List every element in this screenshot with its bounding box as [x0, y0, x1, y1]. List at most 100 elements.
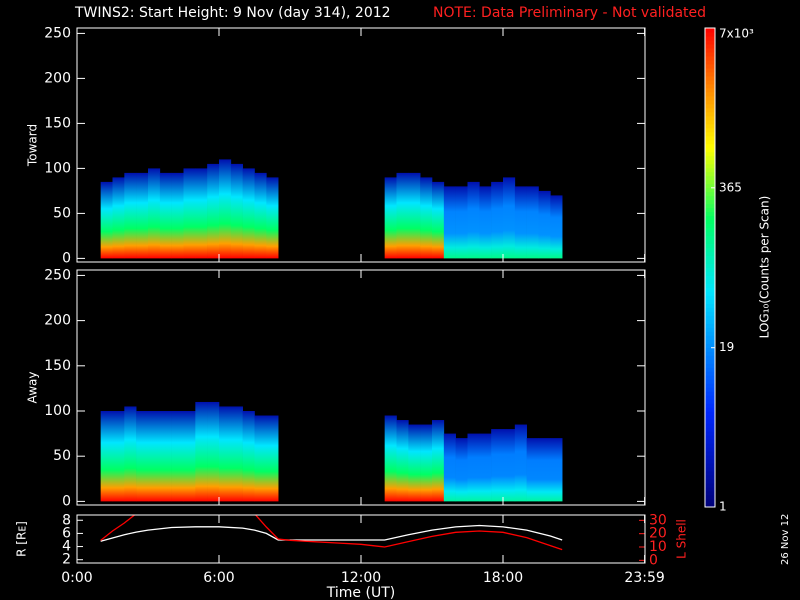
spectrogram-column — [242, 168, 255, 259]
spectrogram-column — [491, 181, 504, 259]
spectrogram-column — [100, 181, 113, 259]
colorbar-cell — [705, 387, 715, 392]
colorbar-frame — [704, 27, 716, 508]
colorbar-cell — [705, 355, 715, 360]
colorbar-label: LOG₁₀(Counts per Scan) — [758, 196, 772, 339]
colorbar-cell — [705, 491, 715, 496]
y-tick-label: 250 — [44, 267, 71, 283]
series-line — [100, 515, 563, 551]
colorbar-cell — [705, 323, 715, 328]
y-tick-label: 100 — [44, 160, 71, 176]
x-axis-label: Time (UT) — [326, 585, 395, 600]
colorbar-cell — [705, 91, 715, 97]
colorbar-cell — [705, 411, 715, 416]
colorbar-cell — [705, 39, 715, 45]
colorbar-cell — [705, 471, 715, 476]
colorbar-cell — [705, 175, 715, 181]
colorbar-cell — [705, 131, 715, 137]
colorbar-cell — [705, 287, 715, 292]
colorbar-cell — [705, 143, 715, 149]
spectrogram-column — [159, 172, 172, 259]
colorbar-cell — [705, 111, 715, 117]
colorbar-cell — [705, 199, 715, 205]
spectrogram-column — [112, 177, 125, 259]
colorbar-cell — [705, 63, 715, 69]
colorbar-cell — [705, 107, 715, 113]
colorbar-cell — [705, 191, 715, 197]
y-axis-label: Toward — [26, 124, 40, 167]
colorbar-tick-label: 1 — [719, 500, 727, 514]
spectrogram-column — [514, 186, 527, 259]
colorbar-cell — [705, 255, 715, 261]
colorbar-cell — [705, 247, 715, 253]
colorbar-cell — [705, 331, 715, 336]
colorbar-cell — [705, 379, 715, 384]
colorbar-cell — [705, 383, 715, 388]
spectrogram-column — [242, 411, 255, 502]
spectrogram-column — [503, 429, 516, 502]
colorbar-cell — [705, 259, 715, 265]
spectrogram-column — [455, 186, 468, 259]
y-tick-label: 4 — [62, 539, 71, 555]
colorbar-cell — [705, 407, 715, 412]
colorbar-cell — [705, 171, 715, 177]
colorbar-cell — [705, 239, 715, 245]
spectrogram-column — [479, 433, 492, 502]
colorbar-cell — [705, 483, 715, 488]
colorbar-cell — [705, 163, 715, 169]
spectrogram-column — [183, 411, 196, 502]
colorbar-cell — [705, 75, 715, 81]
colorbar-cell — [705, 403, 715, 408]
colorbar-cell — [705, 183, 715, 189]
colorbar-cell — [705, 487, 715, 492]
colorbar-cell — [705, 459, 715, 464]
colorbar-cell — [705, 291, 715, 296]
colorbar-cell — [705, 303, 715, 308]
y2-tick-label: 30 — [649, 512, 667, 528]
chart-title: TWINS2: Start Height: 9 Nov (day 314), 2… — [74, 5, 391, 21]
colorbar-cell — [705, 59, 715, 65]
y2-tick-label: 0 — [649, 552, 658, 568]
spectrogram-column — [266, 177, 279, 259]
y-tick-label: 0 — [62, 493, 71, 509]
colorbar-cell — [705, 435, 715, 440]
spectrogram-column — [514, 424, 527, 502]
colorbar-cell — [705, 179, 715, 185]
spectrogram-column — [432, 181, 445, 259]
spectrogram-column — [148, 411, 161, 502]
colorbar-cell — [705, 503, 715, 508]
colorbar-cell — [705, 147, 715, 153]
colorbar-cell — [705, 55, 715, 61]
colorbar-cell — [705, 395, 715, 400]
spectrogram-column — [455, 438, 468, 502]
colorbar-cell — [705, 351, 715, 356]
y-tick-label: 100 — [44, 403, 71, 419]
y-axis-label: Away — [26, 372, 40, 404]
colorbar-cell — [705, 431, 715, 436]
colorbar-cell — [705, 195, 715, 201]
colorbar-cell — [705, 447, 715, 452]
spectrogram-column — [526, 186, 539, 259]
colorbar-cell — [705, 347, 715, 352]
y-axis-label: R [Rᴇ] — [15, 521, 29, 557]
note: NOTE: Data Preliminary - Not validated — [433, 5, 706, 21]
x-tick-label: 23:59 — [624, 570, 664, 586]
colorbar-cell — [705, 227, 715, 233]
colorbar-cell — [705, 235, 715, 241]
spectrogram-column — [207, 401, 220, 502]
colorbar-cell — [705, 51, 715, 57]
colorbar-cell — [705, 127, 715, 133]
spectrogram-column — [112, 411, 125, 502]
colorbar-cell — [705, 231, 715, 237]
colorbar-cell — [705, 335, 715, 340]
colorbar-cell — [705, 83, 715, 89]
spectrogram-column — [230, 406, 243, 502]
spectrogram-column — [183, 168, 196, 259]
colorbar-cell — [705, 135, 715, 141]
colorbar-cell — [705, 391, 715, 396]
y-tick-label: 50 — [53, 448, 71, 464]
colorbar-cell — [705, 151, 715, 157]
y-tick-label: 250 — [44, 25, 71, 41]
colorbar-cell — [705, 463, 715, 468]
